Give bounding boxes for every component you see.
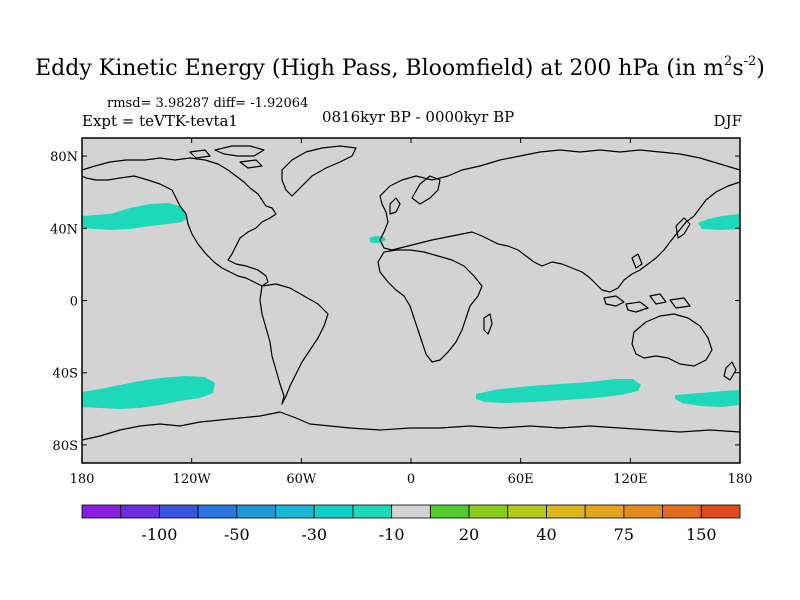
colorbar-label: 150 xyxy=(686,525,717,544)
coast-australia xyxy=(631,313,713,367)
coast-antarctica xyxy=(81,411,741,441)
colorbar-box xyxy=(81,504,122,519)
coast-greenland xyxy=(281,145,357,197)
colorbar-label: 75 xyxy=(614,525,634,544)
coast-arctic-islands xyxy=(189,145,265,169)
colorbar-box xyxy=(236,504,276,519)
coast-british-isles xyxy=(389,197,401,215)
period-label: 0816kyr BP - 0000kyr BP xyxy=(322,108,515,126)
coast-africa xyxy=(377,249,483,363)
longitude-labels: 180 120W 60W 0 60E 120E 180 xyxy=(70,472,753,487)
coast-north-america xyxy=(81,157,277,287)
colorbar-box xyxy=(584,504,625,519)
lat-label: 80N xyxy=(50,150,78,165)
coast-new-zealand xyxy=(723,361,737,381)
coast-eurasia xyxy=(379,149,741,293)
ocean-background xyxy=(82,138,740,463)
colorbar-labels: -100 -50 -30 -10 20 40 75 150 xyxy=(141,525,716,544)
colorbar-label: 40 xyxy=(536,525,556,544)
lon-label: 60W xyxy=(286,472,317,487)
latitude-labels: 80N 40N 0 40S 80S xyxy=(50,150,78,454)
lat-label: 0 xyxy=(70,295,78,310)
anomaly-south-pacific-west xyxy=(675,390,740,407)
experiment-label: Expt = teVTK-tevta1 xyxy=(82,112,238,130)
colorbar-box xyxy=(275,504,315,519)
colorbar-box xyxy=(623,504,663,519)
lat-label: 40S xyxy=(53,367,78,382)
colorbar-box xyxy=(313,504,354,519)
colorbar-box xyxy=(468,504,509,519)
colorbar-label: -30 xyxy=(301,525,327,544)
colorbar-label: -100 xyxy=(141,525,177,544)
coast-scandinavia xyxy=(411,175,441,205)
lon-label: 120W xyxy=(173,472,212,487)
colorbar-box xyxy=(700,504,741,519)
coast-south-america xyxy=(259,283,329,405)
stats-text: rmsd= 3.98287 diff= -1.92064 xyxy=(107,96,309,111)
lon-label: 60E xyxy=(508,472,534,487)
map-title: Eddy Kinetic Energy (High Pass, Bloomfie… xyxy=(35,53,765,81)
lon-label: 180 xyxy=(728,472,753,487)
colorbar xyxy=(81,504,741,519)
anomaly-north-pacific-west xyxy=(698,214,740,230)
coast-japan xyxy=(675,217,691,239)
colorbar-box xyxy=(546,504,586,519)
colorbar-box xyxy=(662,504,702,519)
anomaly-south-pacific xyxy=(82,376,215,409)
colorbar-box xyxy=(352,504,393,519)
colorbar-box xyxy=(120,504,160,519)
colorbar-label: -50 xyxy=(224,525,250,544)
anomaly-north-pacific-east xyxy=(82,203,188,230)
lat-label: 80S xyxy=(53,439,78,454)
colorbar-label: -10 xyxy=(379,525,405,544)
anomaly-south-indian xyxy=(476,379,641,403)
colorbar-label: 20 xyxy=(459,525,479,544)
anomaly-fields xyxy=(82,203,740,409)
lat-label: 40N xyxy=(50,222,78,237)
coast-madagascar xyxy=(483,313,493,335)
season-label: DJF xyxy=(713,112,742,130)
lon-label: 120E xyxy=(613,472,647,487)
coastlines xyxy=(81,145,741,441)
lon-label: 180 xyxy=(70,472,95,487)
colorbar-box xyxy=(391,504,431,519)
colorbar-box xyxy=(429,504,470,519)
lon-label: 0 xyxy=(407,472,415,487)
map-panel xyxy=(81,137,741,464)
map-ticks xyxy=(81,138,741,463)
coast-southeast-asia-islands xyxy=(603,253,691,313)
colorbar-box xyxy=(507,504,547,519)
colorbar-box xyxy=(159,504,199,519)
colorbar-box xyxy=(197,504,238,519)
